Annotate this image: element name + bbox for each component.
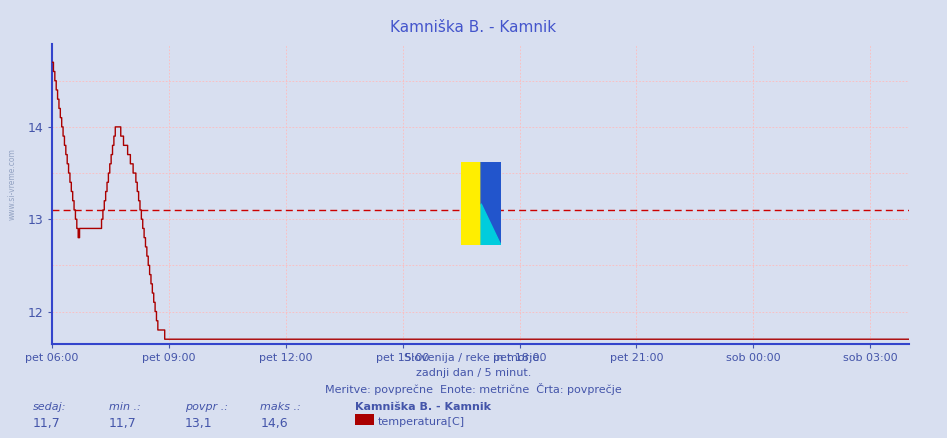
Text: temperatura[C]: temperatura[C]	[378, 417, 465, 427]
Text: zadnji dan / 5 minut.: zadnji dan / 5 minut.	[416, 368, 531, 378]
Text: 11,7: 11,7	[33, 417, 61, 430]
Text: Slovenija / reke in morje.: Slovenija / reke in morje.	[404, 353, 543, 363]
Text: Kamniška B. - Kamnik: Kamniška B. - Kamnik	[355, 402, 491, 412]
Text: 13,1: 13,1	[185, 417, 212, 430]
Text: 14,6: 14,6	[260, 417, 288, 430]
Text: povpr .:: povpr .:	[185, 402, 227, 412]
Text: Meritve: povprečne  Enote: metrične  Črta: povprečje: Meritve: povprečne Enote: metrične Črta:…	[325, 383, 622, 395]
Text: min .:: min .:	[109, 402, 141, 412]
Polygon shape	[481, 204, 501, 245]
Text: 11,7: 11,7	[109, 417, 136, 430]
Text: sedaj:: sedaj:	[33, 402, 66, 412]
Text: www.si-vreme.com: www.si-vreme.com	[8, 148, 17, 220]
Text: maks .:: maks .:	[260, 402, 301, 412]
Bar	[461, 162, 481, 245]
Text: Kamniška B. - Kamnik: Kamniška B. - Kamnik	[390, 20, 557, 35]
Polygon shape	[481, 162, 501, 245]
